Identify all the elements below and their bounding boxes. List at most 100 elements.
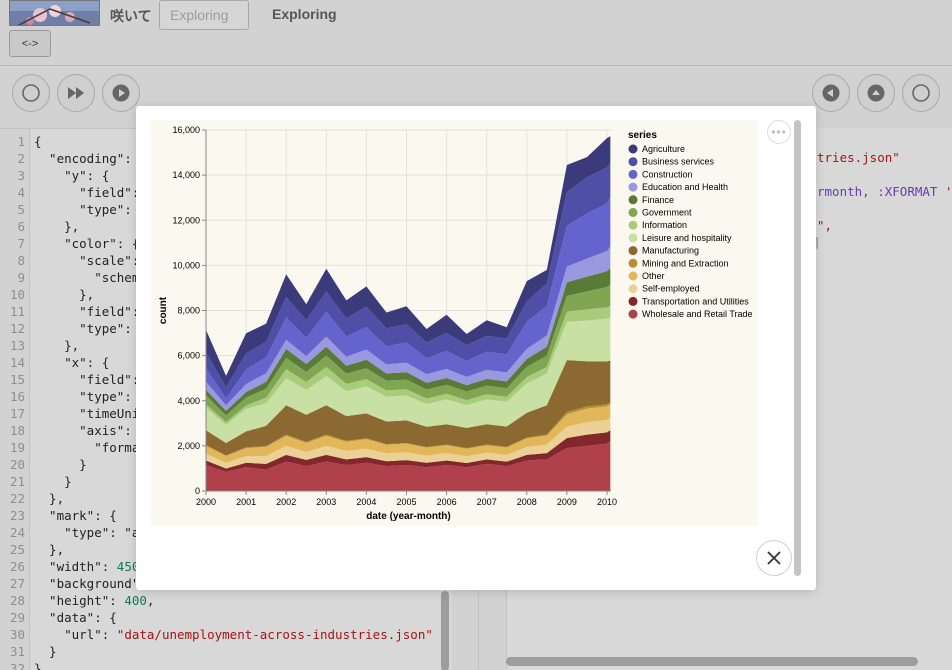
- area-government: [206, 284, 611, 423]
- legend-label: Leisure and hospitality: [642, 233, 732, 243]
- line-number: 4: [17, 185, 25, 200]
- code-text: },: [34, 491, 65, 506]
- output-horizontal-scrollbar[interactable]: [506, 657, 918, 666]
- code-text: {: [34, 134, 42, 149]
- line-number: 19: [9, 440, 25, 455]
- area-construction: [206, 197, 611, 406]
- line-number: 17: [9, 406, 25, 421]
- app-title: 咲いて: [110, 8, 152, 24]
- legend-swatch: [628, 309, 638, 319]
- code-text: }: [34, 644, 57, 659]
- line-number: 20: [9, 457, 25, 472]
- y-tick-label: 2,000: [177, 441, 200, 451]
- output-token-month: rmonth,: [817, 184, 870, 199]
- code-text: }: [34, 661, 42, 670]
- code-text: "scale":: [34, 253, 140, 268]
- line-number: 10: [9, 287, 25, 302]
- back-button[interactable]: [812, 74, 850, 112]
- code-text: "type": "a: [34, 525, 140, 540]
- code-text: },: [34, 287, 95, 302]
- line-number: 3: [17, 168, 25, 183]
- area-education-and-health: [206, 246, 611, 411]
- y-tick-label: 16,000: [172, 125, 200, 135]
- legend-swatch: [628, 208, 638, 217]
- legend-label: Mining and Extraction: [642, 258, 729, 268]
- output-line-format: rmonth, :XFORMAT ': [817, 184, 952, 199]
- line-number: 26: [9, 559, 25, 574]
- line-number: 29: [9, 610, 25, 625]
- x-tick-label: 2000: [196, 497, 216, 507]
- legend-swatch: [628, 195, 638, 205]
- chart-modal: 0 2,000 4,000 6,000 8,000 10,000 12,000 14,000 1…: [136, 106, 816, 590]
- x-tick-label: 2002: [276, 497, 296, 507]
- code-text: "height": 400,: [34, 593, 155, 608]
- line-number: 15: [9, 372, 25, 387]
- code-text: },: [34, 338, 80, 353]
- output-line-4: ]: [813, 235, 821, 250]
- top-bar: 咲いて Exploring <->: [0, 0, 952, 66]
- circle-button[interactable]: [12, 74, 50, 112]
- x-tick-label: 2009: [557, 497, 577, 507]
- chart-container: 0 2,000 4,000 6,000 8,000 10,000 12,000 14,000 1…: [151, 120, 758, 526]
- area-business-services: [206, 163, 611, 399]
- code-text: "x": {: [34, 355, 110, 370]
- line-number: 13: [9, 338, 25, 353]
- line-number: 23: [9, 508, 25, 523]
- area-manufacturing: [206, 360, 611, 456]
- legend-label: Self-employed: [642, 284, 700, 294]
- x-tick-label: 2004: [356, 497, 376, 507]
- legend-swatch: [628, 284, 638, 294]
- line-number: 14: [9, 355, 25, 370]
- line-number: 12: [9, 321, 25, 336]
- fast-forward-button[interactable]: [57, 74, 95, 112]
- code-text: "type":: [34, 321, 132, 336]
- stacked-area-chart: 0 2,000 4,000 6,000 8,000 10,000 12,000 14,000 1…: [158, 125, 753, 522]
- output-line-3: ",: [817, 218, 833, 233]
- thumbnail-image[interactable]: [9, 0, 100, 26]
- circle-icon: [912, 84, 930, 102]
- code-text: "timeUni: [34, 406, 140, 421]
- line-number: 5: [17, 202, 25, 217]
- more-options-button[interactable]: •••: [767, 120, 791, 144]
- code-text: "width": 450: [34, 559, 140, 574]
- x-tick-label: 2008: [517, 497, 537, 507]
- code-text: "mark": {: [34, 508, 117, 523]
- area-transportation-and-utilities: [206, 430, 611, 472]
- line-number: 7: [17, 236, 25, 251]
- close-button[interactable]: [756, 540, 792, 576]
- area-finance: [206, 268, 611, 416]
- editor-scrollbar[interactable]: [441, 591, 449, 670]
- line-gutter: [0, 129, 30, 670]
- swap-button[interactable]: <->: [9, 30, 51, 57]
- back-icon: [822, 84, 840, 102]
- search-input[interactable]: [159, 0, 249, 30]
- code-text: "url": "data/unemployment-across-industr…: [34, 627, 433, 642]
- line-number: 18: [9, 423, 25, 438]
- modal-scrollbar[interactable]: [794, 120, 801, 576]
- eject-icon: [867, 84, 885, 102]
- legend-swatch: [628, 233, 638, 243]
- code-text: "y": {: [34, 168, 110, 183]
- area-wholesale-and-retail-trade: [206, 441, 611, 491]
- x-tick-label: 2010: [597, 497, 617, 507]
- line-number: 27: [9, 576, 25, 591]
- line-number: 1: [17, 134, 25, 149]
- eject-button[interactable]: [857, 74, 895, 112]
- legend-title: series: [628, 130, 657, 141]
- legend-swatch: [628, 246, 638, 256]
- y-tick-label: 8,000: [177, 306, 200, 316]
- legend-swatch: [628, 271, 638, 281]
- code-text: "forma: [34, 440, 140, 455]
- x-tick-label: 2006: [437, 497, 457, 507]
- area-self-employed: [206, 417, 611, 469]
- code-text: "axis":: [34, 423, 132, 438]
- output-line-url: tries.json": [817, 150, 900, 165]
- play-button[interactable]: [102, 74, 140, 112]
- code-text: }: [34, 474, 72, 489]
- area-leisure-and-hospitality: [206, 317, 611, 443]
- fast-forward-icon: [68, 87, 84, 99]
- legend-swatch: [628, 157, 638, 167]
- line-number: 11: [9, 304, 25, 319]
- y-tick-label: 14,000: [172, 170, 200, 180]
- circle-button-right[interactable]: [902, 74, 940, 112]
